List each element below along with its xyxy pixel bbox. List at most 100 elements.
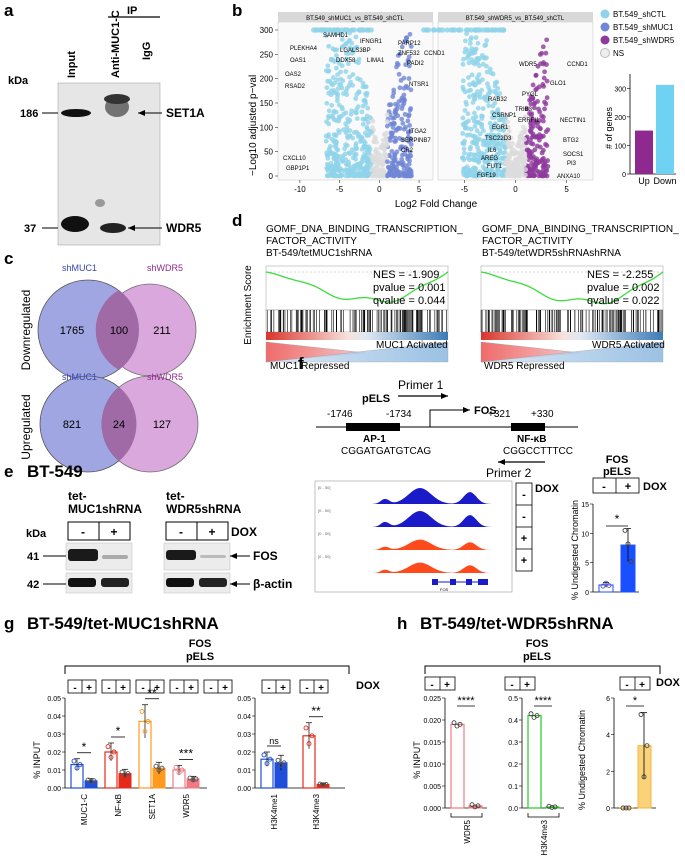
- g-ytick: 0.04: [237, 714, 251, 721]
- gene-label-right: AREG: [481, 156, 498, 162]
- replicate-dot: [534, 713, 540, 719]
- replicate-dot: [625, 541, 631, 547]
- volcano-point: [460, 155, 466, 161]
- e-plus-1: +: [110, 525, 117, 539]
- venn-up-only-b: 127: [153, 419, 171, 431]
- volcano-point: [464, 102, 469, 107]
- replicate-dot: [190, 777, 196, 783]
- volcano-point: [541, 133, 546, 139]
- h-ytick: 0.0: [508, 806, 518, 813]
- volcano-point: [345, 171, 351, 177]
- gene-label-right: ANXA10: [557, 174, 581, 180]
- replicate-dot: [317, 781, 323, 787]
- f-bar-minus: -: [602, 481, 606, 493]
- volcano-point: [540, 164, 546, 170]
- volcano-ytick: 0: [269, 172, 274, 181]
- volcano-point: [334, 98, 340, 104]
- volcano-point: [351, 48, 356, 54]
- volcano-point: [501, 167, 507, 173]
- f-pos3: +321: [488, 409, 511, 420]
- volcano-point: [329, 136, 335, 142]
- volcano-point-top: [345, 27, 351, 33]
- venn-up-set-b: shWDR5: [147, 372, 183, 382]
- replicate-dot: [622, 527, 628, 533]
- volcano-point: [338, 113, 344, 119]
- igv-gene: FOS: [440, 587, 449, 592]
- gene-label-left: PARP12: [398, 41, 421, 47]
- replicate-dot: [111, 749, 117, 755]
- gene-label-right: FGF19: [477, 173, 496, 179]
- replicate-dot: [451, 720, 457, 726]
- volcano-point: [338, 69, 344, 75]
- volcano-point: [364, 159, 369, 164]
- f-primer2: Primer 2: [486, 466, 532, 480]
- e-minus-1: -: [81, 525, 85, 539]
- facet-left-title: BT.549_shMUC1_vs_BT.549_shCTL: [306, 16, 404, 22]
- f-nfkb: NF-κB: [517, 434, 546, 445]
- volcano-point: [344, 92, 350, 98]
- gsea-right-title2: FACTOR_ACTIVITY: [482, 236, 573, 247]
- volcano-point: [408, 44, 414, 49]
- volcano-point: [505, 119, 510, 125]
- volcano-point: [463, 119, 469, 125]
- volcano-point: [496, 112, 502, 118]
- volcano-point: [540, 44, 546, 50]
- f-grid-minus-2: -: [522, 511, 526, 523]
- kda-label-a: kDa: [8, 75, 29, 87]
- volcano-point: [406, 63, 412, 69]
- volcano-point: [355, 162, 361, 168]
- volcano-point: [403, 62, 409, 68]
- gsea-right-activated: WDR5 Activated: [592, 340, 665, 351]
- volcano-point: [542, 159, 548, 165]
- gene-label-right: EGR1: [492, 125, 509, 131]
- volcano-point: [490, 115, 495, 121]
- h-box-plus: +: [524, 680, 530, 691]
- volcano-point: [353, 96, 359, 102]
- f-bar-sig: *: [615, 512, 620, 526]
- volcano-point: [529, 165, 535, 171]
- volcano-point: [323, 68, 329, 74]
- igv-scale: [0 - 50]: [318, 508, 330, 513]
- gene-label-left: IFNGR1: [360, 39, 383, 45]
- gene-label-right: TRIB3: [515, 107, 533, 113]
- f-grid-dox: DOX: [535, 483, 560, 495]
- volcano-point: [469, 46, 475, 51]
- volcano-point: [359, 109, 365, 115]
- g-ytick: 0.00: [237, 786, 251, 793]
- e-marker-41: 41: [27, 551, 39, 563]
- replicate-dot: [528, 711, 534, 717]
- volcano-point: [347, 37, 352, 43]
- volcano-point: [401, 75, 407, 81]
- replicate-dot: [91, 778, 97, 784]
- volcano-ytick: 250: [260, 50, 274, 59]
- volcano-point: [336, 57, 342, 63]
- e-group2-line1: tet-: [166, 489, 185, 503]
- volcano-point: [366, 144, 372, 150]
- volcano-point: [530, 82, 536, 88]
- volcano-point: [541, 84, 547, 89]
- volcano-point: [356, 131, 361, 137]
- volcano-point: [344, 56, 350, 62]
- igv-exon: [466, 579, 472, 585]
- genes-ytick: 200: [614, 115, 626, 122]
- replicate-dot: [71, 758, 77, 764]
- ip-label: IP: [127, 5, 137, 17]
- volcano-point: [378, 144, 384, 150]
- volcano-point: [495, 167, 501, 173]
- volcano-point: [403, 35, 409, 41]
- volcano-point: [353, 141, 359, 146]
- volcano-point: [389, 163, 395, 168]
- volcano-point: [500, 127, 506, 133]
- gene-label-left: SAMHD1: [323, 33, 349, 39]
- volcano-point: [363, 91, 368, 97]
- volcano-point: [494, 79, 500, 85]
- replicate-dot: [475, 803, 481, 809]
- volcano-point: [476, 63, 482, 69]
- h-sig: ****: [534, 695, 552, 707]
- volcano-point: [409, 173, 414, 179]
- volcano-point: [542, 69, 547, 75]
- igv-signal: [320, 511, 510, 527]
- igv-signal: [320, 562, 510, 573]
- gene-label-left: GBP1P1: [286, 166, 310, 172]
- h-sig: *: [633, 695, 638, 707]
